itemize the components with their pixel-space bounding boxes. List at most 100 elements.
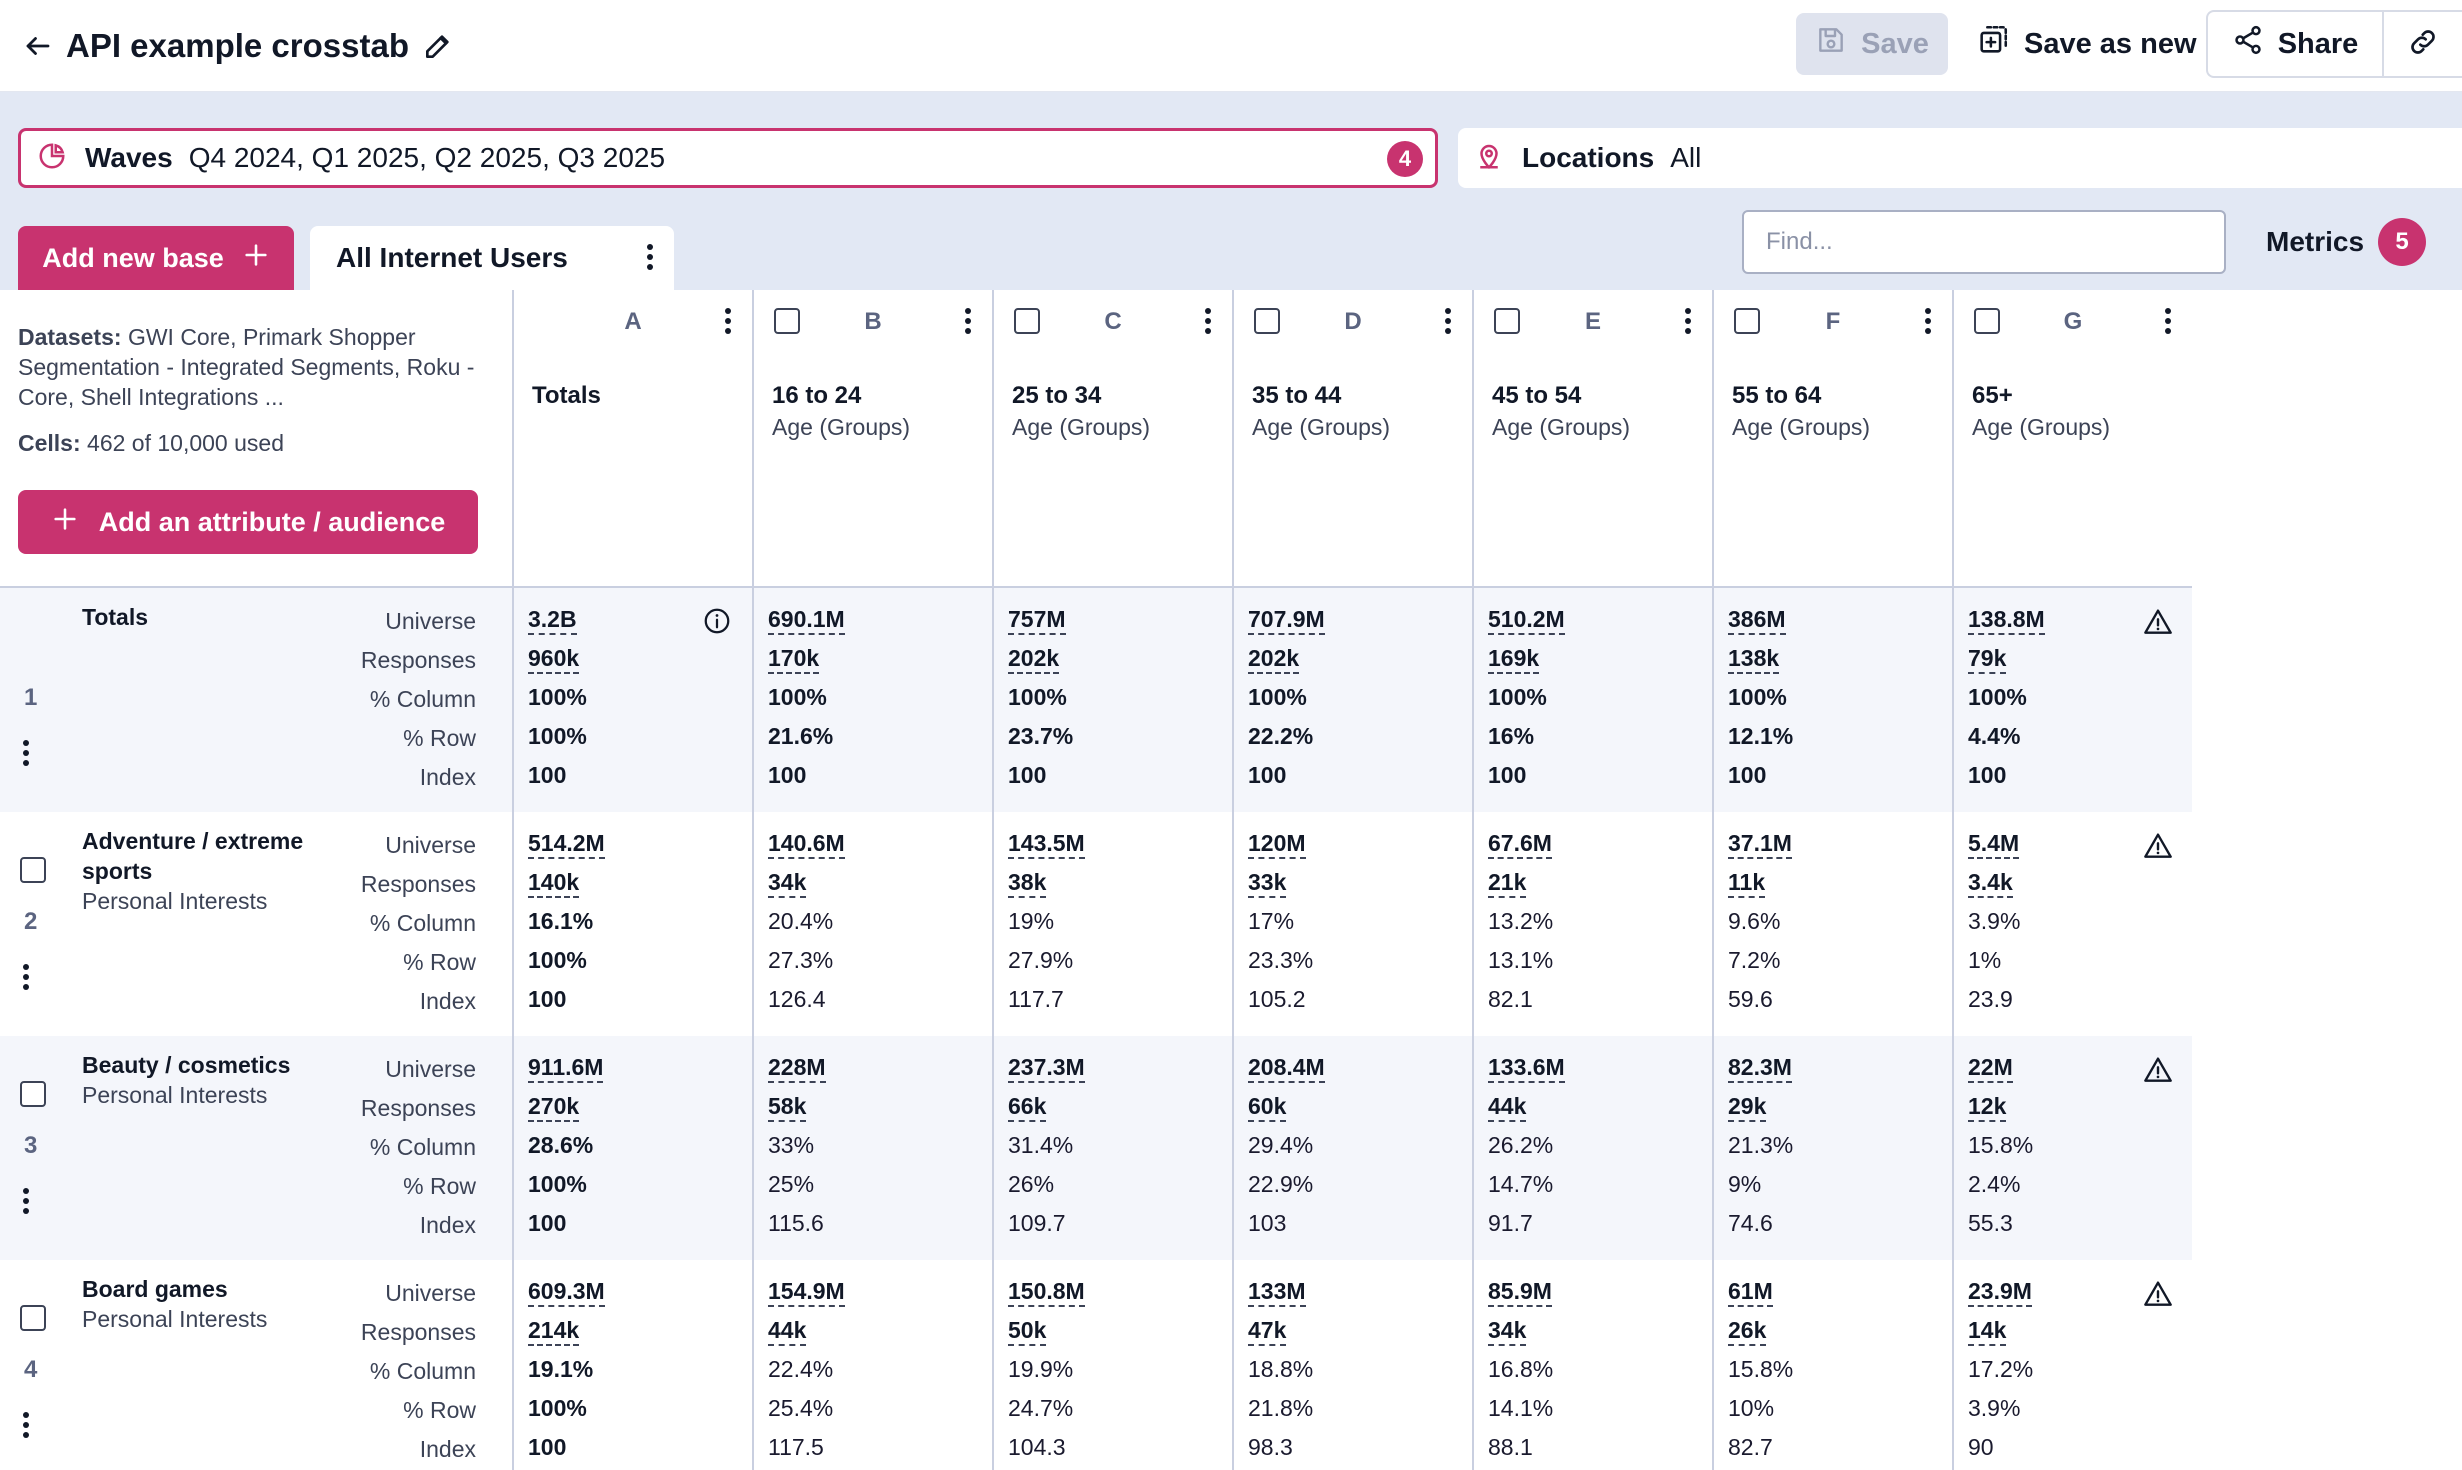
metric-label: Responses: [360, 1319, 476, 1345]
metrics-count-badge: 5: [2378, 218, 2426, 266]
waves-filter[interactable]: Waves Q4 2024, Q1 2025, Q2 2025, Q3 2025…: [18, 128, 1438, 188]
column-header-a[interactable]: A Totals: [512, 290, 752, 586]
row-name: Totals: [82, 604, 149, 630]
cell-value: 911.6M: [528, 1054, 604, 1083]
column-checkbox[interactable]: [1734, 308, 1760, 334]
column-header-g[interactable]: G 65+ Age (Groups): [1952, 290, 2192, 586]
kebab-menu-icon[interactable]: [22, 738, 30, 773]
find-input[interactable]: [1742, 210, 2226, 274]
column-letter: C: [1104, 308, 1122, 335]
cells-value: 462 of 10,000 used: [87, 430, 284, 456]
cell-value: 44k: [768, 1317, 807, 1346]
cell-value: 23.9: [1968, 986, 2013, 1012]
back-arrow-icon[interactable]: [16, 24, 60, 68]
column-checkbox[interactable]: [1494, 308, 1520, 334]
cell-value: 38k: [1008, 869, 1047, 898]
base-tab-all-internet-users[interactable]: All Internet Users: [310, 226, 674, 290]
cell-value: 1%: [1968, 947, 2002, 973]
cell-value: 19%: [1008, 908, 1055, 934]
save-as-new-button[interactable]: Save as new: [1970, 13, 2200, 75]
save-button[interactable]: Save: [1796, 13, 1948, 75]
row-checkbox[interactable]: [20, 857, 46, 883]
cell-value: 169k: [1488, 645, 1540, 674]
info-circle-icon[interactable]: [702, 606, 732, 641]
warning-triangle-icon[interactable]: [2142, 830, 2174, 867]
cell-value: 66k: [1008, 1093, 1047, 1122]
column-name: 55 to 64: [1732, 382, 1822, 409]
floppy-disk-icon: [1815, 24, 1847, 64]
pencil-icon[interactable]: [416, 24, 460, 68]
locations-filter[interactable]: Locations All: [1458, 128, 2462, 188]
column-subtitle: Age (Groups): [1732, 414, 1871, 440]
cells-label: Cells:: [18, 430, 81, 456]
cell-value: 16%: [1488, 723, 1535, 749]
cell-value: 140.6M: [768, 830, 845, 859]
cell-value: 25.4%: [768, 1395, 834, 1421]
cell-value: 37.1M: [1728, 830, 1792, 859]
kebab-menu-icon[interactable]: [22, 962, 30, 997]
cell-value: 18.8%: [1248, 1356, 1314, 1382]
row-checkbox[interactable]: [20, 1081, 46, 1107]
pie-chart-icon: [37, 141, 67, 176]
table-row: [0, 1036, 2192, 1260]
cell-value: 22M: [1968, 1054, 2013, 1083]
metric-label: % Column: [369, 1358, 476, 1384]
kebab-menu-icon[interactable]: [22, 1186, 30, 1221]
kebab-menu-icon[interactable]: [22, 1410, 30, 1445]
column-header-f[interactable]: F 55 to 64 Age (Groups): [1712, 290, 1952, 586]
column-header-b[interactable]: B 16 to 24 Age (Groups): [752, 290, 992, 586]
kebab-menu-icon[interactable]: [1924, 306, 1932, 341]
column-header-c[interactable]: C 25 to 34 Age (Groups): [992, 290, 1232, 586]
kebab-menu-icon[interactable]: [2164, 306, 2172, 341]
column-checkbox[interactable]: [774, 308, 800, 334]
kebab-menu-icon[interactable]: [724, 306, 732, 341]
add-attribute-audience-button[interactable]: Add an attribute / audience: [18, 490, 478, 554]
datasets-label: Datasets:: [18, 324, 122, 350]
cell-value: 3.9%: [1968, 1395, 2021, 1421]
cell-value: 100%: [528, 1395, 587, 1421]
share-button[interactable]: Share: [2206, 10, 2382, 78]
cell-value: 115.6: [768, 1210, 824, 1236]
cell-value: 21.8%: [1248, 1395, 1314, 1421]
copy-link-button[interactable]: [2382, 10, 2462, 78]
cell-value: 960k: [528, 645, 580, 674]
add-new-base-button[interactable]: Add new base: [18, 226, 294, 290]
cell-value: 16.1%: [528, 908, 594, 934]
cell-value: 117.5: [768, 1434, 824, 1460]
column-header-d[interactable]: D 35 to 44 Age (Groups): [1232, 290, 1472, 586]
column-name: 65+: [1972, 382, 2013, 409]
cell-value: 61M: [1728, 1278, 1773, 1307]
kebab-menu-icon[interactable]: [1444, 306, 1452, 341]
kebab-menu-icon[interactable]: [964, 306, 972, 341]
column-letter: G: [2063, 308, 2083, 335]
metric-label: Index: [419, 764, 476, 790]
cell-value: 154.9M: [768, 1278, 845, 1307]
kebab-menu-icon[interactable]: [1684, 306, 1692, 341]
cell-value: 100: [1488, 762, 1527, 788]
cell-value: 100: [528, 1210, 567, 1236]
cell-value: 100: [528, 1434, 567, 1460]
column-checkbox[interactable]: [1974, 308, 2000, 334]
column-name: 25 to 34: [1012, 382, 1102, 409]
column-divider: [992, 586, 994, 1470]
cell-value: 55.3: [1968, 1210, 2013, 1236]
waves-label: Waves: [85, 142, 173, 173]
row-number: 2: [24, 908, 38, 935]
kebab-menu-icon[interactable]: [646, 242, 654, 279]
warning-triangle-icon[interactable]: [2142, 1054, 2174, 1091]
kebab-menu-icon[interactable]: [1204, 306, 1212, 341]
row-checkbox[interactable]: [20, 1305, 46, 1331]
warning-triangle-icon[interactable]: [2142, 1278, 2174, 1315]
column-checkbox[interactable]: [1254, 308, 1280, 334]
cell-value: 100: [1968, 762, 2007, 788]
column-header-e[interactable]: E 45 to 54 Age (Groups): [1472, 290, 1712, 586]
waves-count-badge: 4: [1387, 141, 1423, 177]
cell-value: 25%: [768, 1171, 815, 1197]
metrics-button[interactable]: Metrics: [2266, 226, 2365, 257]
cell-value: 138.8M: [1968, 606, 2045, 635]
column-checkbox[interactable]: [1014, 308, 1040, 334]
cell-value: 140k: [528, 869, 580, 898]
cell-value: 85.9M: [1488, 1278, 1552, 1307]
warning-triangle-icon[interactable]: [2142, 606, 2174, 643]
cell-value: 9%: [1728, 1171, 1762, 1197]
